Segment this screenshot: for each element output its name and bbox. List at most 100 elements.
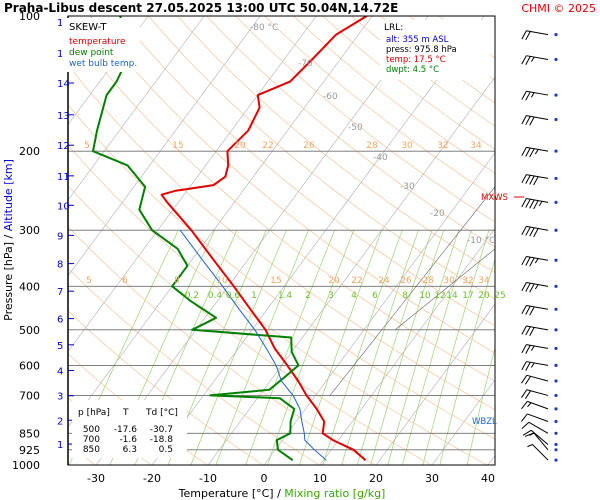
wind-barb-station	[554, 431, 558, 435]
lrl-dewpoint: dwpt: 4.5 °C	[386, 65, 439, 75]
wind-barb-feather	[524, 390, 532, 399]
wind-barb	[527, 444, 558, 462]
legend: SKEW-T temperature dew point wet bulb te…	[62, 18, 140, 72]
wind-barb-feather	[521, 174, 527, 184]
wind-barb-feather	[525, 175, 531, 184]
legend-title: SKEW-T	[69, 22, 107, 33]
wind-barb-feather	[533, 176, 539, 186]
dry-adiabat	[68, 24, 495, 382]
wind-barb-feather	[521, 389, 528, 398]
wind-barb-feather	[525, 256, 531, 266]
pressure-tick-label: 100	[19, 10, 40, 23]
wind-barb	[521, 325, 558, 336]
table-cell: -1.6	[119, 435, 137, 445]
mixing-ratio-label-lower: 1	[251, 291, 257, 301]
adiabat-label: 32	[462, 276, 473, 286]
wind-barb-half-feather	[530, 345, 535, 351]
altitude-ticks: 12345678910111213141516	[57, 18, 74, 451]
mixing-ratio-label-lower: 14	[446, 291, 458, 301]
mxws-marker: MXWS	[481, 193, 508, 203]
lrl-altitude: alt: 355 m ASL	[386, 35, 449, 45]
wind-barb	[521, 389, 558, 399]
wind-barb-feather	[525, 198, 531, 208]
wind-barb-feather	[529, 257, 535, 267]
wind-barb-feather	[521, 198, 527, 208]
isotherm-label: -10 °C	[467, 236, 495, 246]
altitude-tick-label: 9	[57, 231, 63, 242]
wind-barb	[522, 429, 558, 447]
wind-barb-feather	[521, 282, 527, 292]
altitude-tick-label: 6	[57, 315, 63, 326]
wind-barb-feather	[521, 91, 527, 100]
wbzl-marker: WBZL	[472, 417, 497, 427]
wind-barb-feather	[525, 282, 531, 292]
isotherm-line	[151, 16, 485, 465]
temperature-ticks: -30 -20 -10 0 10 20 30 40	[87, 472, 495, 485]
altitude-tick-label: 5	[57, 341, 63, 352]
adiabat-label: 15	[270, 276, 281, 286]
wind-barb-half-feather	[527, 444, 533, 448]
wind-barb-station	[554, 379, 558, 383]
mixing-ratio-label-lower: 0.6	[226, 291, 241, 301]
pressure-tick-label: 600	[19, 359, 40, 372]
temperature-tick-label: 10	[313, 472, 327, 485]
adiabat-label: 6	[122, 276, 128, 286]
mixing-ratio-label-lower: 8	[402, 291, 408, 301]
temperature-tick-label: -20	[143, 472, 161, 485]
wind-barb	[521, 255, 558, 267]
mixing-ratio-line	[322, 230, 403, 465]
temperature-tick-label: 40	[481, 472, 495, 485]
wind-barb-station	[554, 228, 558, 232]
wind-barb-feather	[529, 327, 535, 336]
extra-lines	[329, 186, 495, 396]
wind-barb-feather	[525, 147, 531, 157]
lrl-title: LRL:	[384, 23, 403, 33]
wind-barb-feather	[521, 30, 527, 40]
wind-barb-half-feather	[534, 284, 539, 290]
altitude-tick-label: 4	[57, 367, 63, 378]
isotherm-line	[319, 228, 495, 465]
wind-barb-station	[554, 176, 558, 181]
adiabat-label: 10	[216, 276, 228, 286]
mixing-ratio-label-upper: 28	[366, 141, 378, 151]
isobars	[68, 16, 495, 465]
wind-barb-staff	[527, 413, 549, 422]
table-header-td: Td [°C]	[145, 408, 178, 418]
wind-barb	[521, 30, 558, 41]
altitude-tick-label: 14	[57, 79, 70, 90]
isotherm-line	[68, 16, 373, 428]
wind-barb-half-feather	[530, 56, 535, 62]
mixing-ratio-label-lower: 1.4	[278, 291, 293, 301]
table-cell: 6.3	[123, 445, 137, 455]
wind-barb-feather	[529, 116, 535, 126]
wind-barb-feather	[521, 413, 528, 422]
isotherm-line	[68, 16, 205, 201]
lrl-pressure: press: 975.8 hPa	[386, 45, 457, 55]
pressure-ticks: 100 200 300 400 500 600 700 850 925 1000	[12, 10, 40, 472]
table-cell: 500	[83, 425, 100, 435]
dry-adiabat	[148, 16, 495, 300]
altitude-tick-label: 8	[57, 260, 63, 271]
chart-title: Praha-Libus descent 27.05.2025 13:00 UTC…	[4, 1, 398, 15]
wind-barb-feather	[529, 283, 535, 293]
altitude-tick-label: 3	[57, 392, 63, 403]
isotherm-label: -40	[373, 153, 388, 163]
mixing-ratio-label-upper: 30	[401, 141, 413, 151]
mixing-ratio-line	[422, 230, 490, 465]
wind-barb-feather	[521, 147, 527, 156]
wind-barb-feather	[529, 175, 535, 185]
wind-barb	[521, 55, 558, 65]
wind-barb-staff	[527, 400, 549, 410]
wind-barb-station	[554, 328, 558, 332]
isotherm-line	[544, 16, 600, 465]
pressure-tick-label: 200	[19, 145, 40, 158]
wind-barb-feather	[529, 148, 535, 158]
wind-barb	[521, 198, 558, 210]
wind-barb-feather	[521, 256, 527, 266]
adiabat-label: 28	[422, 276, 434, 286]
lrl-background	[380, 20, 490, 80]
wind-barb-station	[554, 32, 558, 37]
wind-barb	[521, 174, 558, 186]
wind-barb-feather	[525, 116, 531, 125]
pressure-tick-label: 925	[19, 444, 40, 457]
